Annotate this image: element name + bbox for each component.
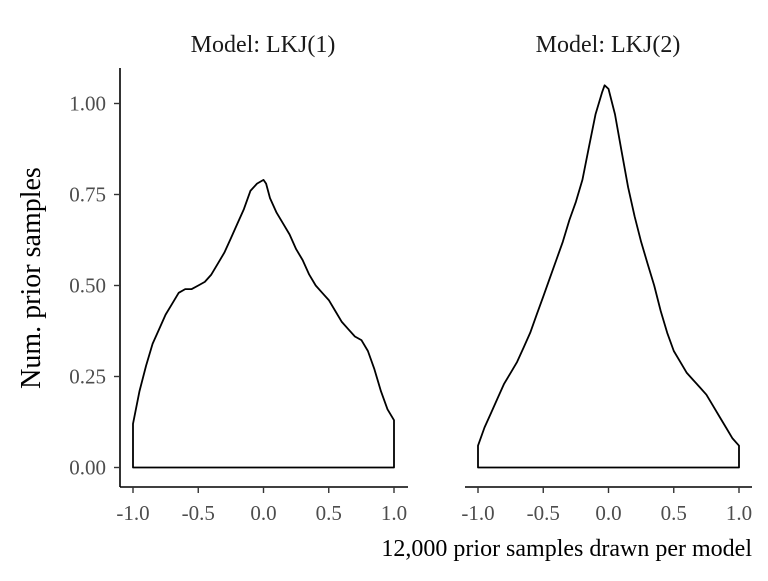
x-tick-label: 0.0	[250, 501, 276, 525]
x-tick-label: -1.0	[461, 501, 494, 525]
density-outline	[132, 179, 395, 469]
panel-2: Model: LKJ(2) -1.0 -0.5 0.0 0.5 1.0	[461, 32, 752, 525]
axes-layer: 0.00 0.25 0.50 0.75 1.00	[69, 68, 121, 487]
y-tick-label: 0.25	[69, 365, 106, 389]
x-tick-label: 1.0	[381, 501, 407, 525]
chart-caption: 12,000 prior samples drawn per model	[381, 536, 752, 562]
panel-title: Model: LKJ(2)	[536, 32, 681, 58]
x-tick-label: 0.5	[661, 501, 687, 525]
y-tick-label: 0.50	[69, 274, 106, 298]
x-tick-label: 0.0	[595, 501, 621, 525]
y-axis-label: Num. prior samples	[16, 167, 47, 389]
x-tick-label: -0.5	[182, 501, 215, 525]
x-tick-label: -0.5	[527, 501, 560, 525]
panel-1: Model: LKJ(1) -1.0 -0.5 0.0 0.5 1.0	[116, 32, 408, 525]
x-tick-label: -1.0	[116, 501, 149, 525]
panel-title: Model: LKJ(1)	[191, 32, 336, 58]
x-tick-label: 0.5	[316, 501, 342, 525]
density-outline	[477, 84, 740, 469]
y-tick-label: 1.00	[69, 92, 106, 116]
y-tick-label: 0.75	[69, 183, 106, 207]
y-tick-label: 0.00	[69, 456, 106, 480]
x-tick-label: 1.0	[726, 501, 752, 525]
